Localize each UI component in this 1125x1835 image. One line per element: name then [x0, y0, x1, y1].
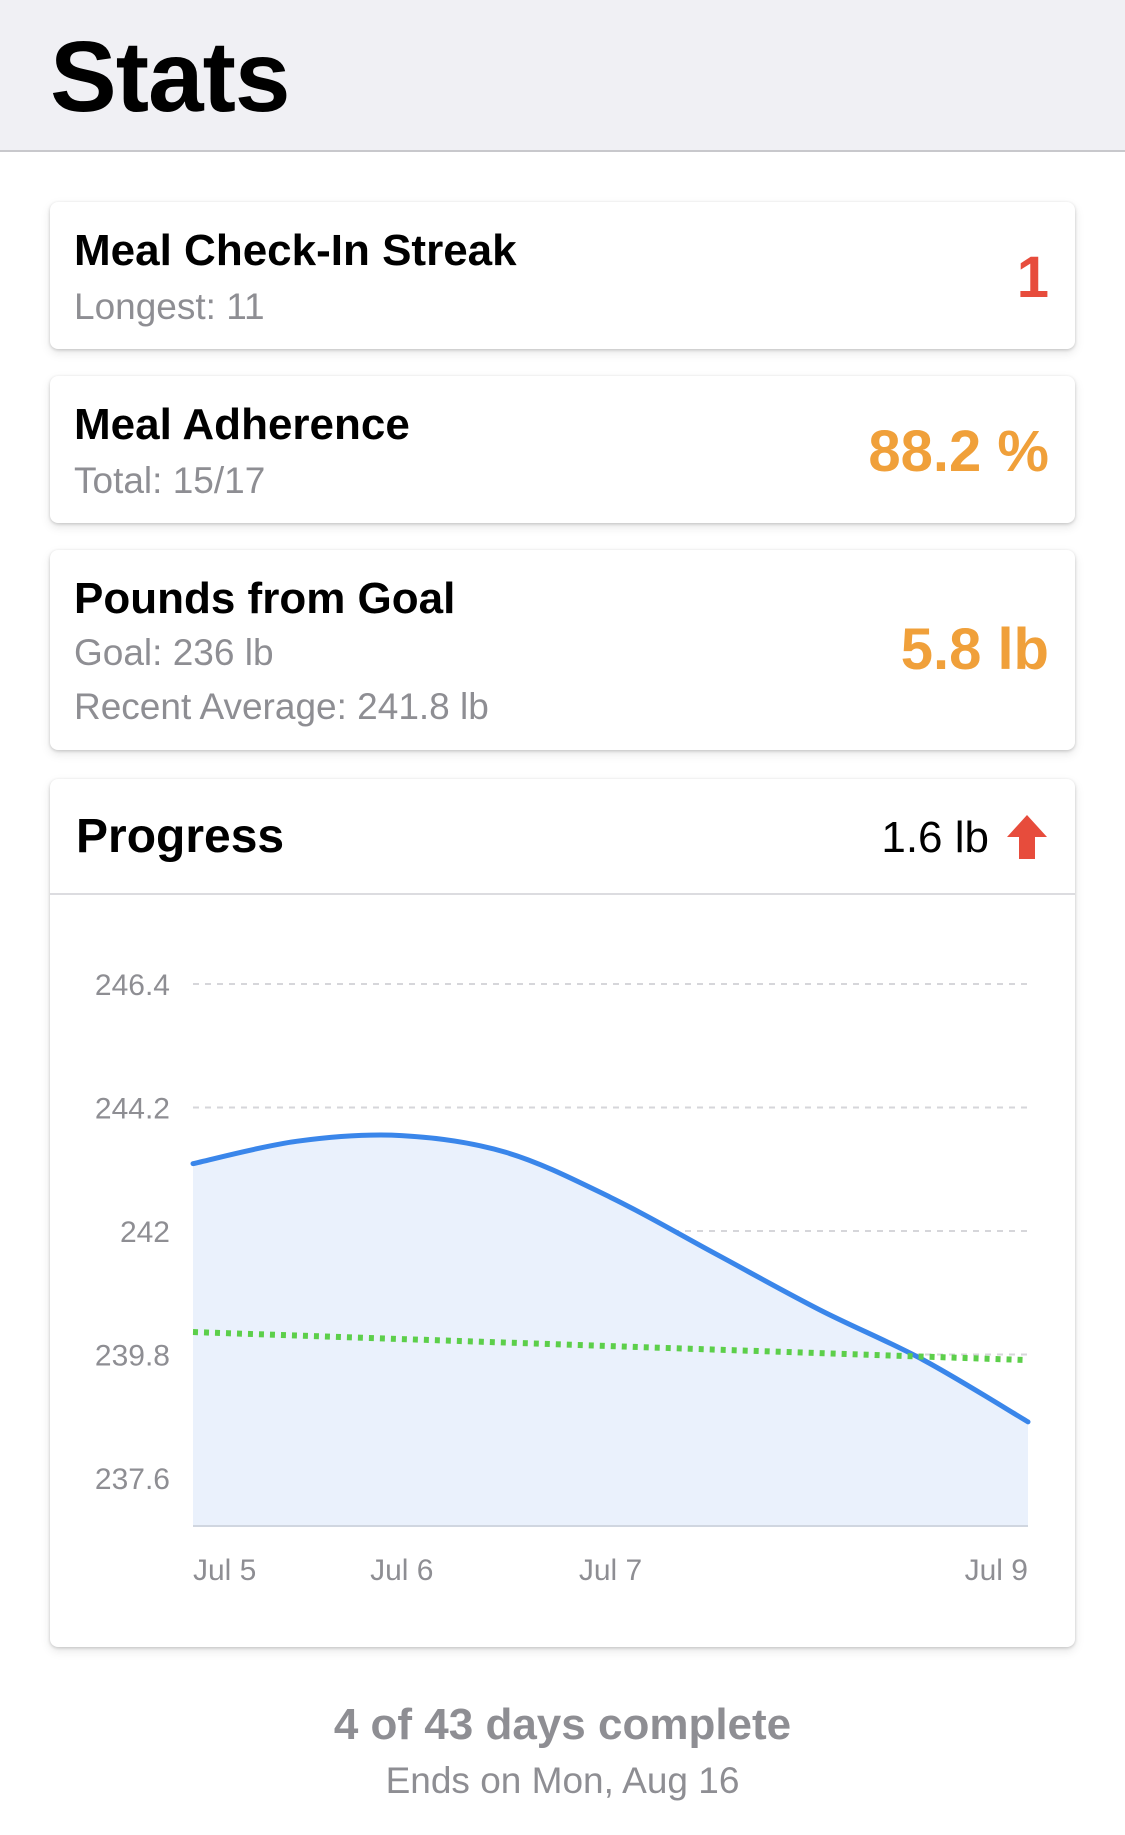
page-title: Stats: [50, 21, 291, 133]
y-tick-label: 246.4: [95, 969, 170, 1002]
progress-header: Progress 1.6 lb: [50, 779, 1075, 895]
weight-line: [190, 1132, 1031, 1425]
adherence-total: Total: 15/17: [74, 460, 266, 501]
streak-value: 1: [1016, 245, 1049, 310]
days-complete-label: 4 of 43 days complete: [333, 1700, 792, 1749]
goal-card[interactable]: Pounds from Goal Goal: 236 lb Recent Ave…: [50, 550, 1075, 750]
x-tick-label: Jul 5: [193, 1554, 256, 1587]
adherence-card[interactable]: Meal Adherence Total: 15/17 88.2 %: [50, 376, 1075, 523]
x-tick-label: Jul 7: [579, 1554, 642, 1587]
streak-card[interactable]: Meal Check-In Streak Longest: 11 1: [50, 202, 1075, 349]
end-date-label: Ends on Mon, Aug 16: [385, 1760, 740, 1801]
y-tick-label: 239.8: [95, 1340, 170, 1373]
x-tick-label: Jul 9: [965, 1554, 1028, 1587]
y-tick-label: 244.2: [95, 1093, 170, 1126]
y-tick-label: 237.6: [95, 1463, 170, 1496]
x-tick-label: Jul 6: [370, 1554, 433, 1587]
trend-line: [192, 1329, 1029, 1364]
adherence-title: Meal Adherence: [74, 400, 410, 449]
streak-longest: Longest: 11: [74, 286, 265, 327]
header-bar: Stats: [0, 0, 1125, 152]
goal-value: 5.8 lb: [900, 617, 1049, 682]
progress-chart: 246.4 244.2 242 239.8 237.6 Jul 5 Jul 6 Jul 7 Ju…: [95, 969, 1031, 1587]
progress-card[interactable]: Progress 1.6 lb 246.4 244.2 242 239.8 237.6 J…: [50, 779, 1075, 1647]
progress-title: Progress: [76, 810, 285, 863]
goal-title: Pounds from Goal: [74, 574, 456, 623]
arrow-up-icon: [1007, 815, 1047, 859]
streak-title: Meal Check-In Streak: [74, 226, 517, 275]
progress-change: 1.6 lb: [881, 813, 989, 862]
y-tick-label: 242: [120, 1216, 170, 1249]
weight-area: [193, 1134, 1028, 1526]
goal-target: Goal: 236 lb: [74, 632, 274, 673]
adherence-value: 88.2 %: [868, 419, 1049, 484]
goal-recent-average: Recent Average: 241.8 lb: [74, 686, 489, 727]
